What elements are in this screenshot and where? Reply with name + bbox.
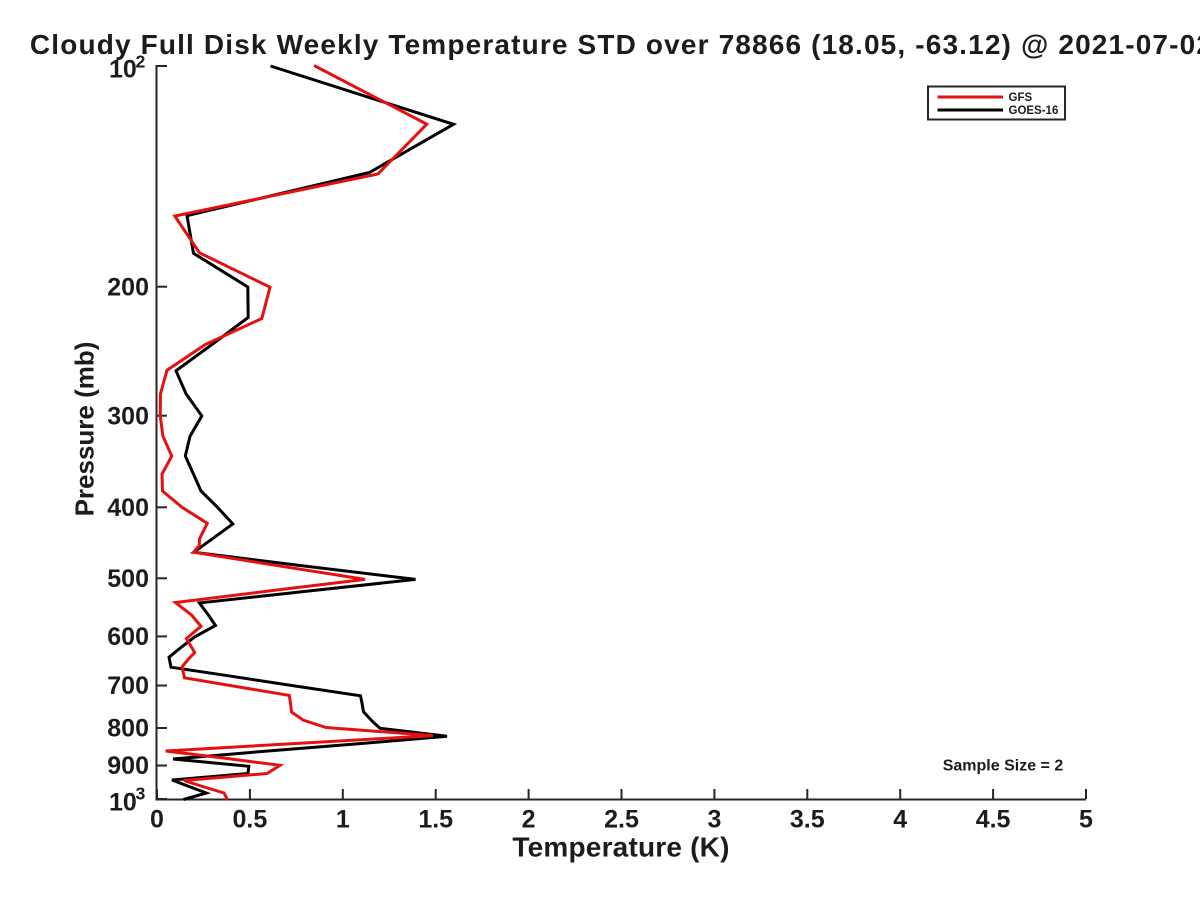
svg-text:900: 900: [107, 752, 149, 780]
svg-text:800: 800: [107, 715, 149, 743]
svg-text:4: 4: [893, 806, 907, 834]
svg-text:Cloudy Full Disk Weekly Temper: Cloudy Full Disk Weekly Temperature STD …: [30, 29, 1200, 60]
svg-text:500: 500: [107, 565, 149, 593]
svg-text:2.5: 2.5: [604, 806, 639, 834]
svg-text:3.5: 3.5: [790, 806, 825, 834]
svg-text:3: 3: [707, 806, 721, 834]
svg-text:400: 400: [107, 494, 149, 522]
svg-text:Sample Size = 2: Sample Size = 2: [943, 757, 1064, 774]
svg-text:600: 600: [107, 623, 149, 651]
svg-text:700: 700: [107, 672, 149, 700]
svg-text:1.5: 1.5: [418, 806, 453, 834]
svg-text:0: 0: [150, 806, 164, 834]
svg-text:3: 3: [136, 783, 146, 803]
svg-text:GFS: GFS: [1009, 92, 1033, 104]
svg-text:1: 1: [336, 806, 350, 834]
svg-text:4.5: 4.5: [976, 806, 1011, 834]
svg-text:10: 10: [109, 56, 137, 84]
svg-text:5: 5: [1079, 806, 1093, 834]
svg-text:Pressure (mb): Pressure (mb): [70, 342, 100, 517]
svg-text:GOES-16: GOES-16: [1009, 105, 1059, 117]
svg-text:Temperature (K): Temperature (K): [512, 831, 729, 862]
svg-text:0.5: 0.5: [233, 806, 268, 834]
svg-text:2: 2: [522, 806, 536, 834]
svg-text:10: 10: [109, 788, 137, 816]
svg-text:200: 200: [107, 273, 149, 301]
svg-text:2: 2: [136, 52, 146, 72]
svg-text:300: 300: [107, 402, 149, 430]
